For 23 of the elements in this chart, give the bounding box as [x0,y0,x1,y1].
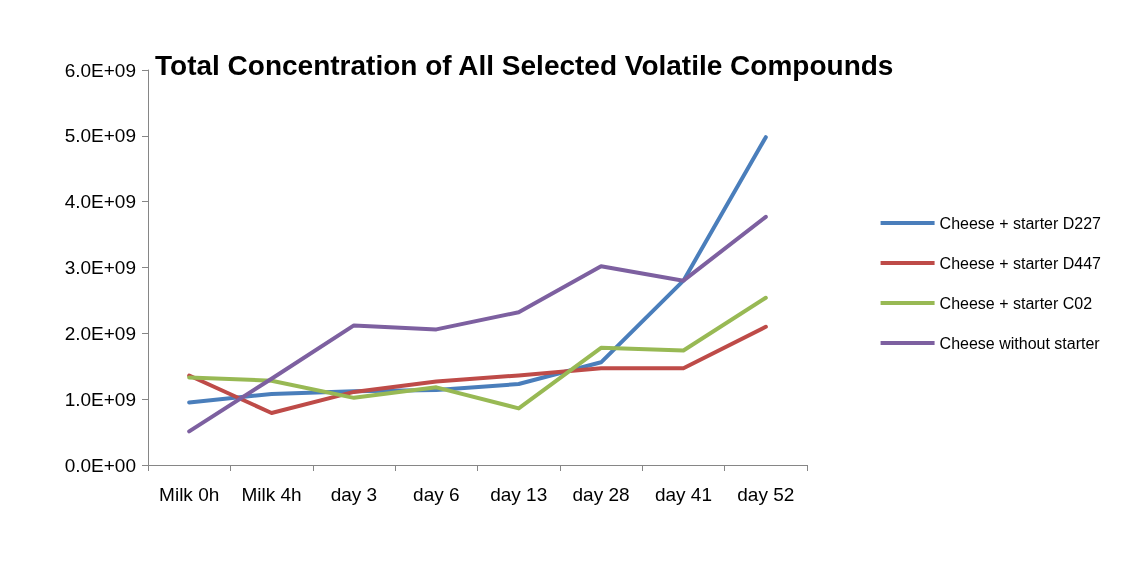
legend-label: Cheese + starter D447 [939,254,1102,272]
line-series [187,214,768,434]
x-tick-label: day 3 [330,484,378,505]
line-series [187,295,768,411]
y-tick-label: 0.0E+00 [64,454,136,476]
y-tick-label: 5.0E+09 [64,125,136,147]
legend-label: Cheese without starter [939,334,1101,352]
x-tick-label: day 6 [413,484,460,505]
x-tick-label: day 52 [737,484,795,505]
y-tick-label: 4.0E+09 [64,191,136,213]
x-tick-label: Milk 0h [159,484,220,505]
y-tick-label: 1.0E+09 [64,388,136,410]
legend-label: Cheese + starter C02 [939,294,1093,312]
y-tick-label: 6.0E+09 [64,59,136,81]
line-series [187,324,768,415]
y-tick-label: 3.0E+09 [64,257,136,278]
y-tick-label: 2.0E+09 [64,322,136,344]
x-tick-label: day 13 [490,484,548,505]
chart-title: Total Concentration of All Selected Volatile Compounds [155,49,894,81]
legend-label: Cheese + starter D227 [939,214,1102,232]
x-tick-label: day 41 [654,484,712,505]
x-tick-label: day 28 [572,484,630,505]
x-tick-label: Milk 4h [241,484,302,505]
